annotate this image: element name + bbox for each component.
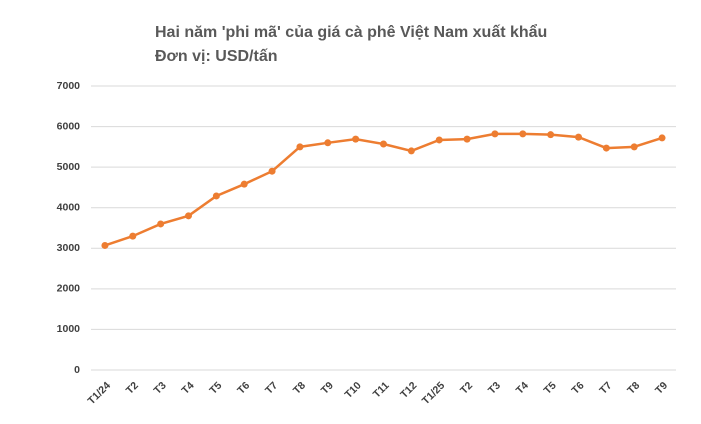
y-tick-label: 5000 (57, 161, 81, 173)
chart-subtitle: Đơn vị: USD/tấn (155, 48, 278, 65)
x-tick-label: T5 (542, 379, 559, 396)
marker (463, 135, 471, 143)
x-tick-label: T11 (371, 379, 392, 400)
y-tick-label: 6000 (57, 120, 81, 132)
x-tick-label: T1/24 (86, 379, 114, 407)
marker (407, 147, 415, 155)
marker (380, 140, 387, 148)
x-tick-label: T2 (124, 379, 141, 396)
x-tick-label: T3 (486, 379, 503, 396)
x-tick-label: T6 (569, 379, 586, 396)
x-tick-label: T6 (235, 379, 252, 396)
x-tick-label: T9 (319, 379, 336, 396)
marker (157, 220, 165, 228)
marker (240, 180, 248, 188)
chart-title: Hai năm 'phi mã' của giá cà phê Việt Nam… (155, 23, 547, 41)
x-tick-label: T3 (152, 379, 169, 396)
y-tick-label: 3000 (57, 242, 81, 254)
x-tick-label: T9 (653, 379, 670, 396)
marker (185, 212, 192, 220)
x-tick-label: T4 (514, 379, 531, 396)
y-tick-label: 4000 (57, 201, 81, 213)
marker (491, 130, 499, 138)
line (104, 132, 663, 247)
marker (658, 134, 666, 142)
marker (575, 133, 582, 141)
x-tick-label: T4 (179, 379, 196, 396)
y-tick-label: 7000 (57, 80, 81, 92)
x-tick-label: T7 (597, 379, 614, 396)
marker (630, 143, 638, 151)
marker (547, 131, 555, 139)
y-tick-label: 0 (74, 364, 80, 376)
marker (352, 135, 360, 143)
x-tick-label: T1/25 (420, 379, 448, 407)
x-tick-label: T10 (342, 379, 363, 400)
marker (129, 232, 137, 240)
x-tick-label: T12 (398, 379, 419, 400)
y-tick-label: 2000 (57, 283, 81, 295)
marker (268, 167, 276, 175)
marker (212, 192, 220, 200)
marker (296, 143, 304, 151)
x-tick-label: T5 (207, 379, 224, 396)
x-tick-label: T8 (625, 379, 642, 396)
marker (519, 130, 527, 138)
marker (435, 136, 443, 144)
x-tick-label: T7 (263, 379, 280, 396)
marker (324, 139, 332, 147)
y-tick-label: 1000 (57, 323, 81, 335)
marker (101, 241, 109, 249)
x-tick-label: T8 (291, 379, 308, 396)
marker (602, 144, 610, 152)
x-tick-label: T2 (458, 379, 475, 396)
